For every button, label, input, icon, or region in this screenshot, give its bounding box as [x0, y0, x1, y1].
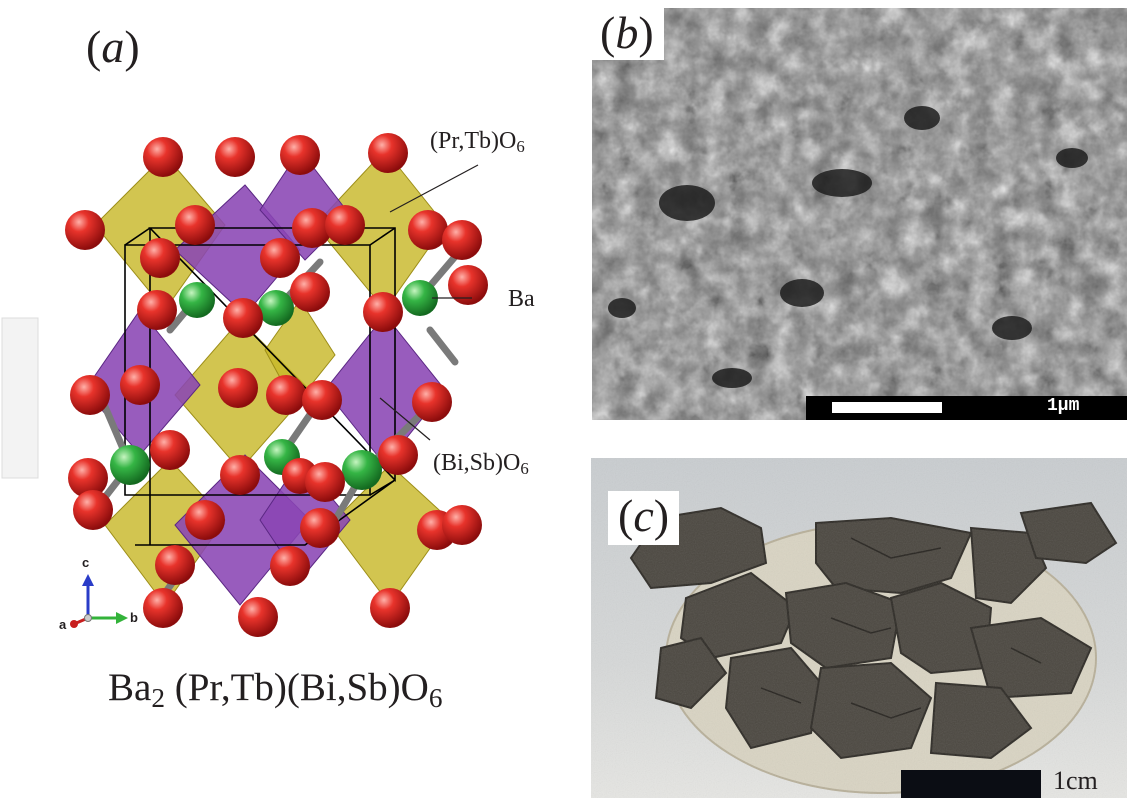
axis-triad	[70, 574, 128, 628]
pellet-photo: 1cm (c)	[591, 458, 1127, 798]
axis-label-c: c	[82, 555, 90, 570]
axis-label-b: b	[130, 610, 138, 625]
panel-b-label: (b)	[592, 8, 664, 60]
pellet-image	[591, 458, 1127, 798]
barium-atoms	[110, 280, 438, 490]
panel-a-label: (a)	[86, 21, 140, 72]
oxygen-atoms	[65, 133, 488, 637]
ba-label: Ba	[508, 286, 535, 312]
sem-scale-bar	[832, 402, 942, 413]
sem-micrograph: 1µm (b)	[592, 8, 1127, 420]
pr-tb-label: (Pr,Tb)O6	[430, 128, 525, 157]
photo-scale-text: 1cm	[1053, 766, 1098, 795]
axis-label-a: a	[59, 617, 67, 632]
bi-sb-label: (Bi,Sb)O6	[433, 450, 529, 479]
photo-scale-bar	[901, 770, 1041, 798]
panel-c-label: (c)	[608, 491, 680, 545]
sem-image	[592, 8, 1127, 420]
callout-leaders	[379, 164, 479, 441]
compound-formula: Ba2 (Pr,Tb)(Bi,Sb)O6	[108, 666, 443, 713]
sem-scale-text: 1µm	[1047, 396, 1080, 416]
ghost-bar	[1, 317, 39, 479]
crystal-structure-diagram	[1, 133, 488, 637]
